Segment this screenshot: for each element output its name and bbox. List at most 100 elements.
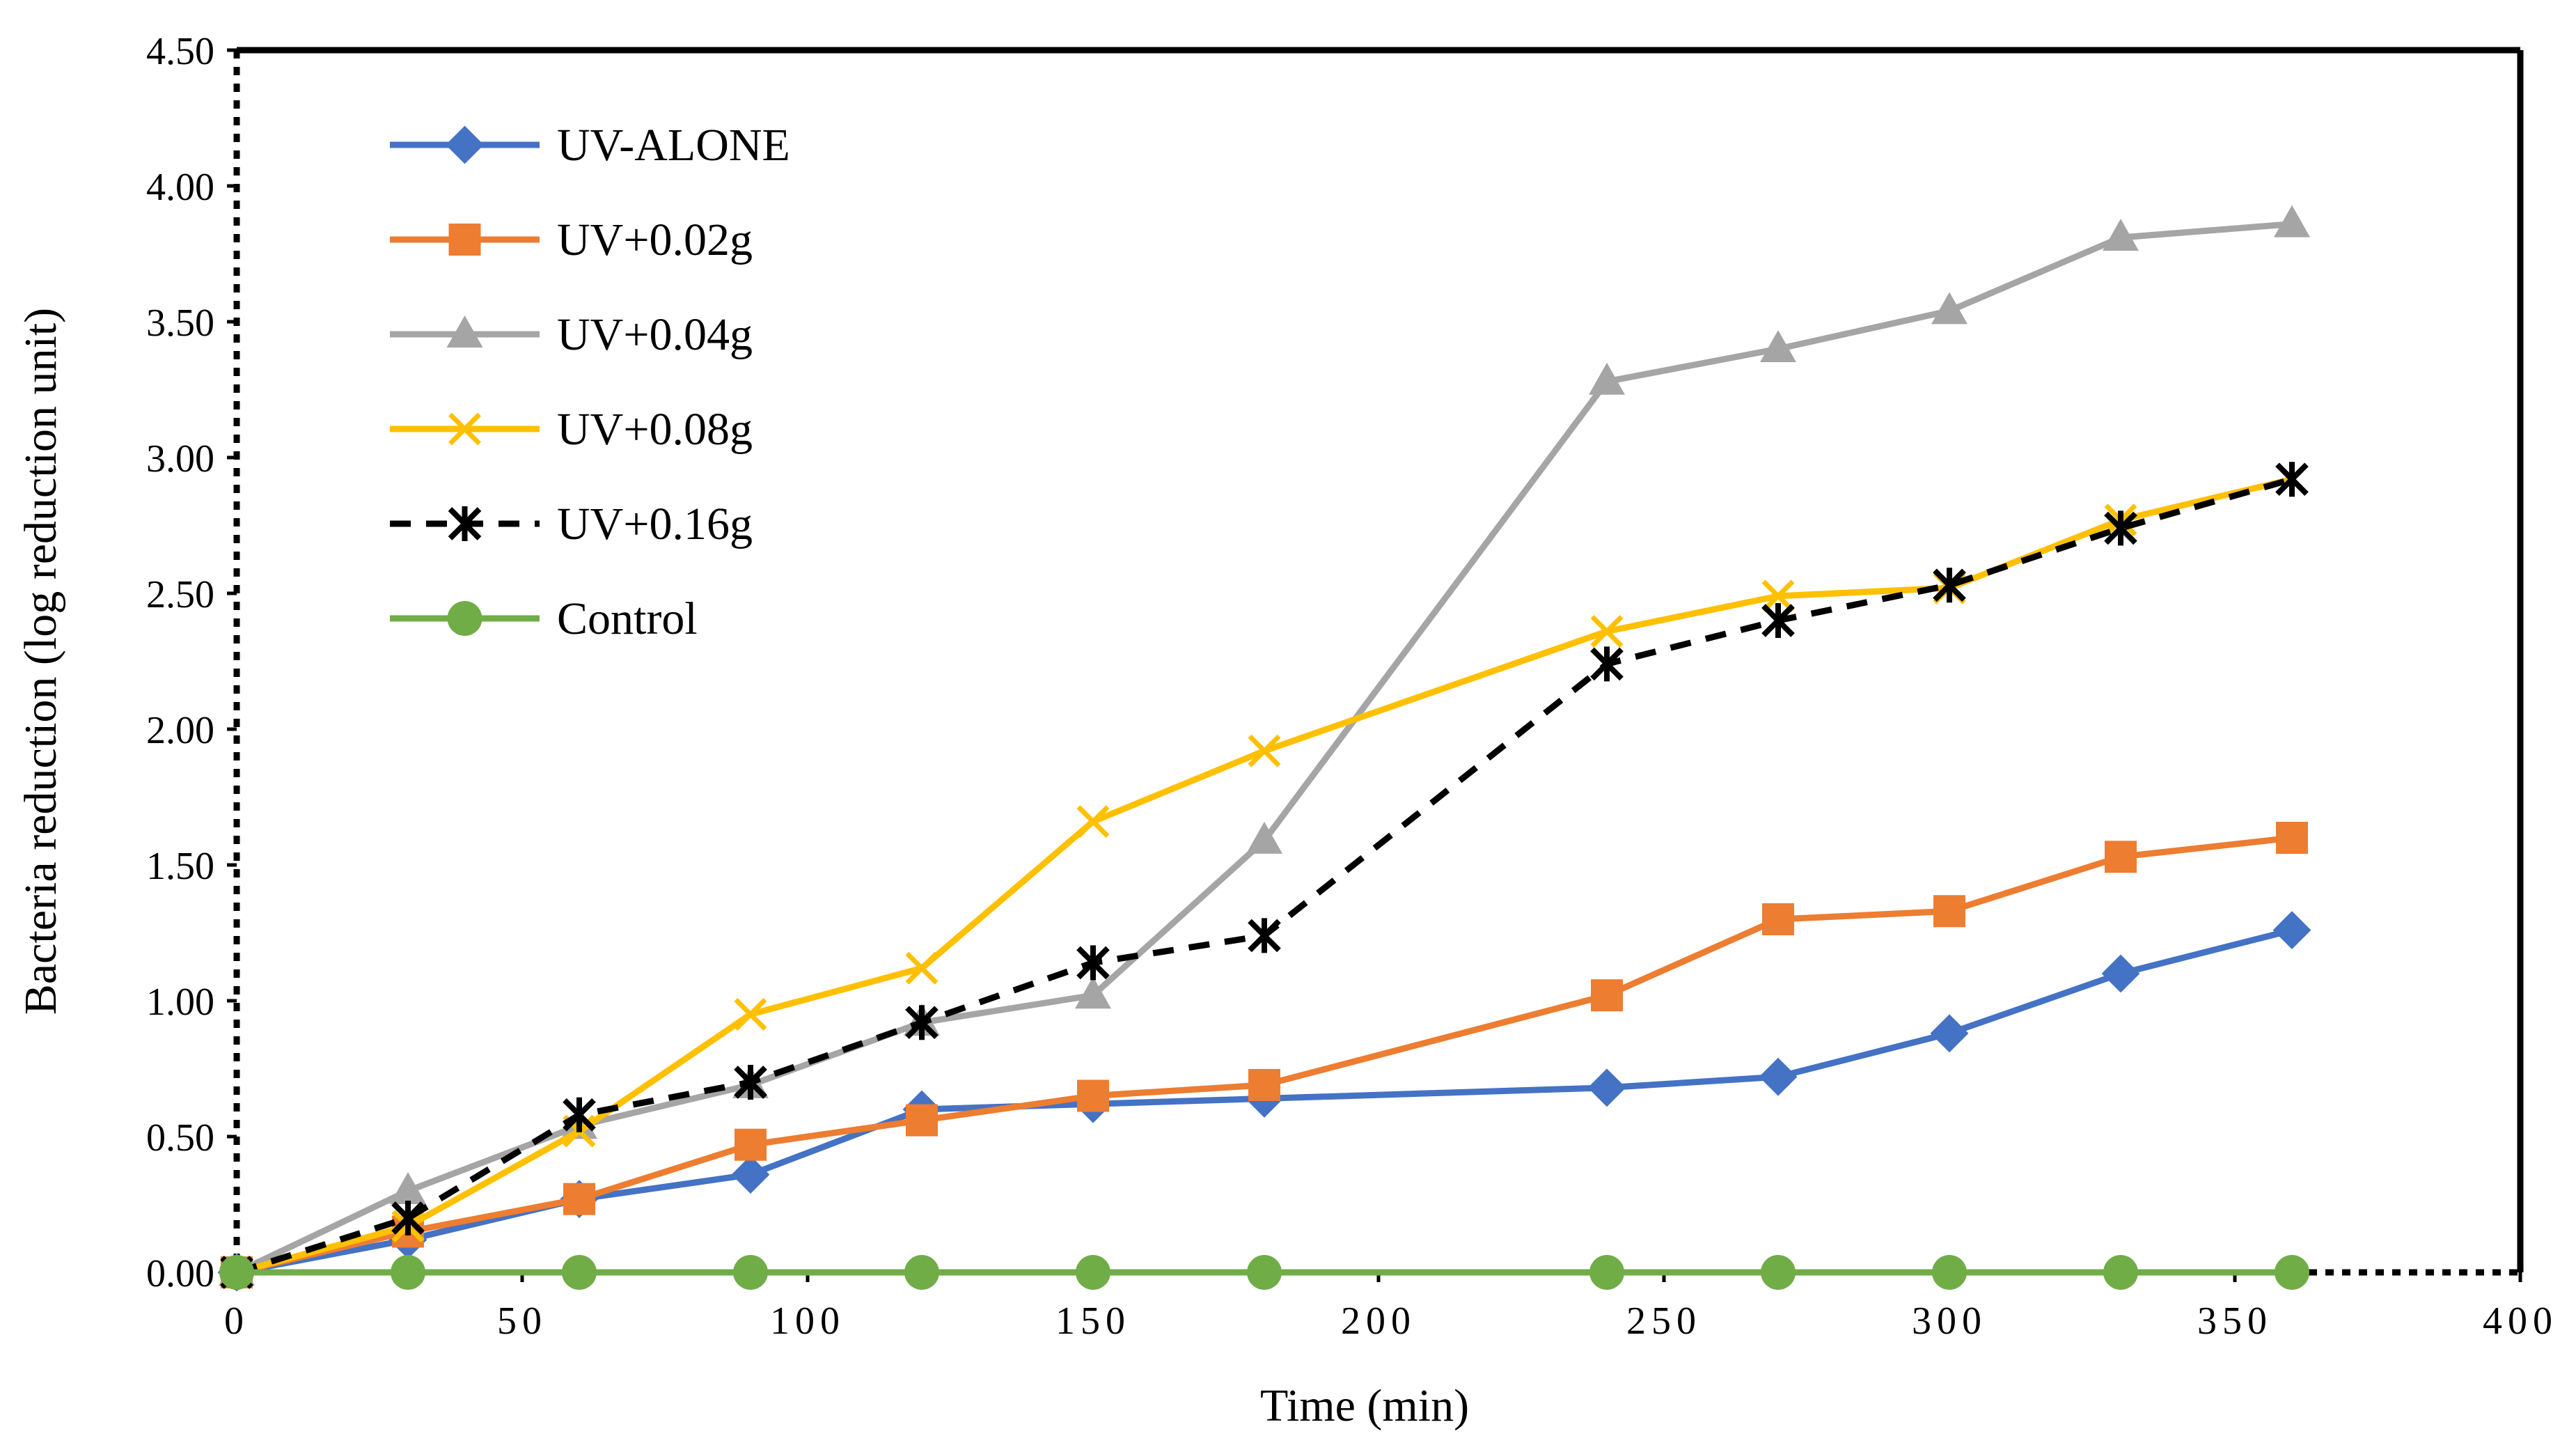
data-point-control — [219, 1255, 254, 1290]
data-point-uv-0-16g — [1590, 646, 1624, 682]
y-axis-title: Bacteria reduction (log reduction unit) — [15, 308, 66, 1015]
y-tick-label: 3.50 — [146, 302, 214, 345]
data-point-uv-0-02g — [2276, 822, 2308, 854]
y-tick-label: 0.50 — [146, 1116, 214, 1160]
x-tick-label: 250 — [1626, 1300, 1702, 1343]
data-point-uv-0-08g — [1076, 805, 1110, 838]
data-point-control — [2103, 1255, 2138, 1290]
data-point-uv-0-08g — [734, 998, 767, 1031]
data-point-uv-0-04g — [1589, 362, 1625, 395]
data-point-uv-0-16g — [2104, 510, 2137, 546]
series-line-uv-0-08g — [235, 476, 2293, 1276]
x-tick-label: 100 — [770, 1300, 845, 1343]
data-point-uv-alone — [1759, 1057, 1798, 1096]
data-point-uv-0-08g — [905, 951, 938, 985]
data-point-uv-0-16g — [1076, 945, 1110, 981]
legend-label-control: Control — [557, 593, 698, 644]
data-point-control — [1761, 1255, 1796, 1290]
data-point-uv-0-16g — [1248, 918, 1281, 953]
x-axis-ticks: 0 50 100 150 200 250 300 350 400 — [224, 1272, 2558, 1343]
legend-item-uv-0-16g: UV+0.16g — [390, 499, 753, 549]
series-control — [219, 1255, 2309, 1290]
data-point-uv-0-02g — [1762, 903, 1794, 935]
legend-marker-uv-0-02g — [448, 224, 481, 256]
data-point-uv-0-02g — [735, 1128, 767, 1161]
y-tick-label: 0.00 — [146, 1252, 214, 1295]
data-point-uv-alone — [1587, 1068, 1626, 1107]
data-point-uv-0-16g — [905, 1005, 938, 1040]
series-line-uv-0-16g — [235, 476, 2293, 1276]
y-tick-label: 3.00 — [146, 437, 214, 481]
data-point-control — [1247, 1255, 1282, 1290]
data-point-uv-0-08g — [1761, 579, 1795, 613]
data-point-uv-0-04g — [2103, 219, 2139, 251]
data-point-uv-0-04g — [1075, 976, 1111, 1009]
data-point-uv-0-16g — [1933, 568, 1966, 603]
legend-item-uv-alone: UV-ALONE — [390, 120, 790, 171]
x-tick-label: 300 — [1912, 1300, 1987, 1343]
series-layer — [217, 205, 2311, 1292]
legend-item-uv-0-04g: UV+0.04g — [390, 309, 753, 360]
data-point-control — [391, 1255, 425, 1290]
x-axis-title: Time (min) — [1260, 1380, 1469, 1431]
x-tick-label: 200 — [1341, 1300, 1416, 1343]
y-tick-label: 2.00 — [146, 709, 214, 752]
legend-marker-uv-alone — [446, 125, 484, 164]
x-tick-label: 50 — [497, 1300, 547, 1343]
legend-label-uv-0-16g: UV+0.16g — [557, 499, 753, 549]
data-point-control — [1932, 1255, 1967, 1290]
data-point-uv-0-04g — [2274, 205, 2310, 237]
data-point-control — [1589, 1255, 1624, 1290]
data-point-uv-0-02g — [563, 1183, 595, 1215]
series-line-uv-0-02g — [235, 834, 2293, 1276]
data-point-uv-0-02g — [906, 1104, 938, 1137]
legend-label-uv-0-04g: UV+0.04g — [557, 309, 753, 360]
x-tick-label: 400 — [2483, 1300, 2558, 1343]
y-axis-ticks: 0.00 0.50 1.00 1.50 2.00 2.50 3.00 3.50 4.00 4.50 — [146, 30, 237, 1295]
data-point-uv-0-02g — [1248, 1068, 1280, 1101]
y-tick-label: 1.00 — [146, 981, 214, 1024]
data-point-uv-0-04g — [390, 1172, 426, 1204]
legend-item-uv-0-02g: UV+0.02g — [390, 214, 753, 265]
legend-label-uv-alone: UV-ALONE — [557, 120, 790, 171]
y-tick-label: 4.50 — [146, 30, 214, 73]
legend-label-uv-0-08g: UV+0.08g — [557, 404, 753, 455]
legend-item-control: Control — [390, 593, 698, 644]
legend-marker-uv-0-16g — [448, 506, 482, 541]
data-point-uv-0-16g — [391, 1201, 425, 1235]
data-point-control — [2275, 1255, 2309, 1290]
data-point-uv-0-04g — [1931, 292, 1968, 325]
legend-marker-control — [447, 601, 482, 636]
x-tick-label: 150 — [1055, 1300, 1131, 1343]
data-point-uv-alone — [1930, 1014, 1969, 1053]
data-point-control — [562, 1255, 597, 1290]
data-point-control — [733, 1255, 768, 1290]
data-point-uv-0-02g — [1591, 979, 1623, 1012]
y-tick-label: 1.50 — [146, 845, 214, 888]
data-point-uv-alone — [2101, 954, 2140, 993]
x-tick-label: 350 — [2197, 1300, 2272, 1343]
data-point-uv-0-16g — [563, 1097, 596, 1132]
data-point-uv-0-02g — [2105, 841, 2137, 873]
y-tick-label: 4.00 — [146, 166, 214, 209]
data-point-uv-0-04g — [1760, 330, 1796, 362]
data-point-control — [1076, 1255, 1110, 1290]
legend-label-uv-0-02g: UV+0.02g — [557, 214, 753, 265]
data-point-uv-alone — [731, 1155, 770, 1194]
series-line-uv-0-04g — [235, 221, 2293, 1276]
legend-marker-uv-0-04g — [446, 315, 483, 348]
legend-item-uv-0-08g: UV+0.08g — [390, 404, 753, 455]
data-point-uv-0-16g — [1761, 603, 1795, 638]
data-point-uv-0-02g — [1933, 895, 1965, 928]
y-tick-label: 2.50 — [146, 573, 214, 616]
data-point-uv-0-08g — [1590, 615, 1624, 648]
x-tick-label: 0 — [224, 1300, 249, 1343]
data-point-uv-0-16g — [2275, 462, 2309, 497]
data-point-uv-alone — [2272, 911, 2311, 950]
legend-marker-uv-0-08g — [448, 412, 481, 446]
data-point-uv-0-16g — [734, 1065, 767, 1100]
data-point-uv-0-08g — [1248, 734, 1281, 767]
data-point-control — [904, 1255, 939, 1290]
series-uv-0-16g — [220, 462, 2309, 1290]
